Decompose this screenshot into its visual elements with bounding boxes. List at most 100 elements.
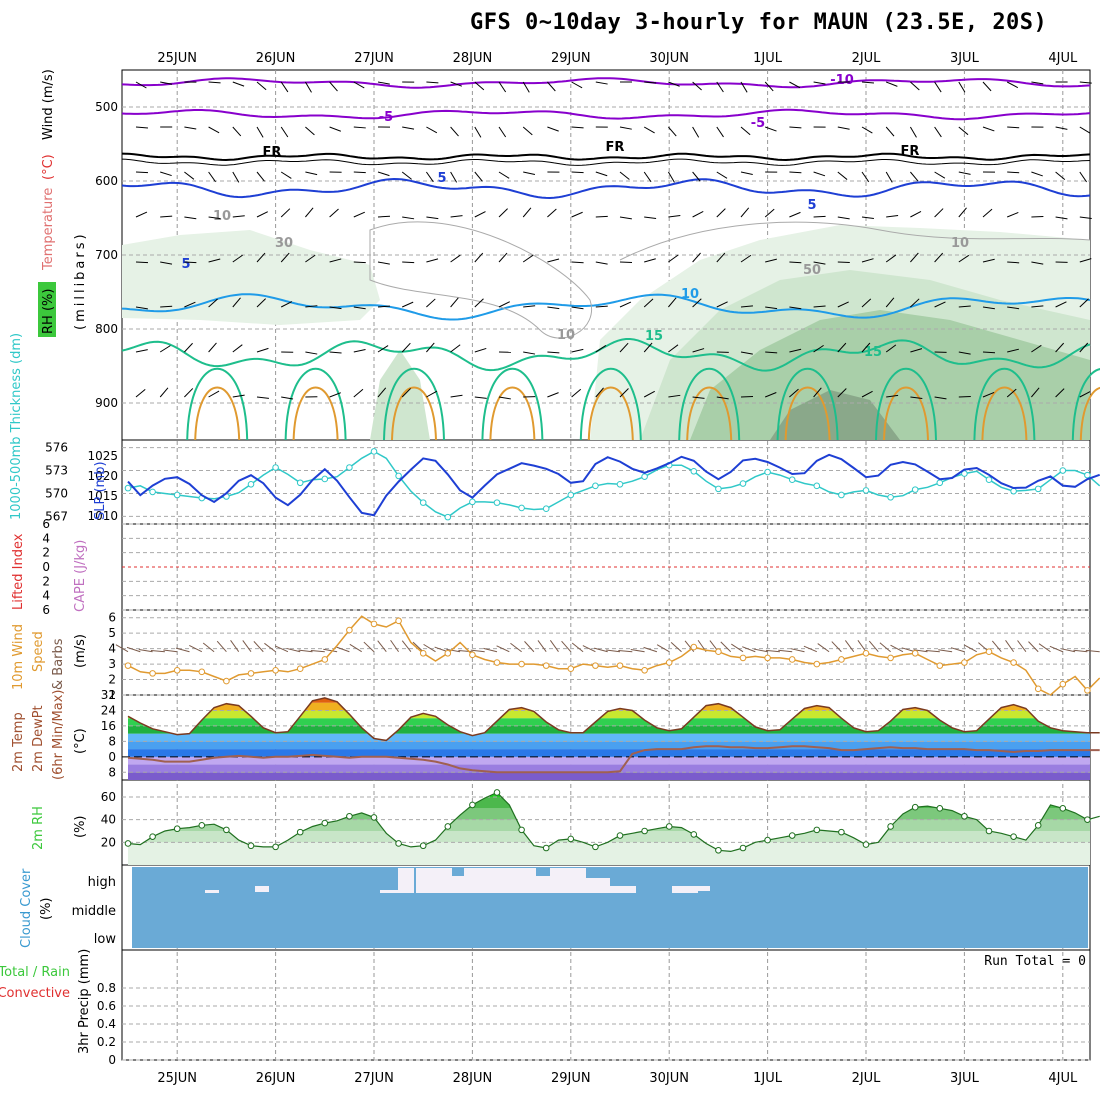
wind-barb [934,301,946,308]
convective-contour [875,367,937,441]
rh-line-point [370,814,378,821]
surface-wind-barb [390,639,400,653]
rh-shade [122,230,380,325]
convective-contour [981,386,1028,441]
thickness-line-point [567,491,575,499]
surface-wind-barb [1061,648,1076,653]
wind-barb [885,344,897,353]
temperature-tick-label: 8 [108,734,116,748]
wind-barb [377,81,390,85]
wind-barb [208,216,221,220]
surface-wind-barb [868,640,879,653]
wind-speed-line-point [985,648,993,656]
wind-speed-line-point [739,654,747,662]
wind-barb [232,171,240,183]
surface-wind-barb [253,641,264,653]
wind-speed-line-point [764,654,771,662]
wind-barb [668,254,679,263]
wind-speed-line-point [346,626,353,634]
wind-barb [1007,126,1020,129]
wind-barb [474,81,485,91]
wind-barb [232,254,243,263]
surface-wind-barb [778,649,793,653]
wind-barb [159,345,171,353]
ylabel-minmax: (6hr Min/Max) [51,690,66,780]
wind-barb [813,81,826,85]
surface-wind-barb [571,642,584,653]
temperature-band [128,702,1090,711]
slp-tick-label: 1015 [87,489,118,503]
wind-barb [353,211,365,218]
pressure-tick-label: 800 [95,322,118,336]
wind-barb [1007,306,1020,310]
thickness-line-point [419,499,427,506]
surface-wind-barb [594,647,608,653]
wind-barb [402,261,415,264]
wind-barb [644,81,657,84]
wind-barb [982,306,995,310]
surface-wind-barb [1028,641,1039,653]
ylabel-wind-units: (m/s) [73,634,88,668]
wind-barb [619,301,632,308]
thickness-line-point [272,464,279,471]
thickness-line-point [887,493,894,501]
wind-barb [135,306,148,310]
wind-barb [547,351,560,354]
wind-barb [789,261,802,264]
wind-barb [909,126,917,138]
wind-barb [571,171,584,174]
slp-tick-label: 1010 [87,509,118,523]
wind-barb [643,342,653,353]
high-cloud-block [586,878,610,893]
contour-label: 15 [864,345,882,360]
surface-wind-barb [561,640,572,653]
wind-barb [305,207,314,218]
wind-barb [498,171,510,179]
ylabel-rh-units: (%) [73,816,88,839]
wind-speed-line-point [395,617,402,625]
wind-barb [982,258,995,263]
wind-barb [256,347,269,353]
rh-line-point [936,805,944,812]
thickness-line-point [739,480,747,487]
wind-barb [425,171,434,183]
thickness-line [127,450,1100,518]
thickness-line-point [592,482,599,490]
rh-line-point [641,827,648,835]
wind-barb [474,252,484,263]
precip-tick-label: 0.4 [97,1017,116,1031]
wind-barb [934,208,944,218]
wind-barb [813,305,826,308]
rh-band [128,808,1090,820]
convective-contour [1079,387,1100,441]
wind-barb [861,258,874,263]
wind-barb [910,396,923,399]
wind-barb [982,351,996,354]
wind-barb [547,126,559,132]
rh-shade [370,350,430,440]
wind-barb [982,391,995,398]
wind-barb [329,392,341,398]
wind-barb [982,126,995,132]
wind-barb [280,126,289,138]
rh-line-point [862,841,870,848]
wind-barb [861,126,873,134]
wind-speed-line [127,615,1100,696]
rh-line-point [911,803,919,811]
wind-barb [692,396,705,399]
precip-tick-label: 0.8 [97,981,116,995]
rh-line-point [321,819,329,827]
wind-barb [184,126,197,130]
high-cloud-block [488,868,536,893]
rh-line-point [1084,816,1091,823]
wind-barb [595,81,608,85]
top-date-label: 29JUN [551,51,591,66]
wind-barb [522,126,533,136]
top-date-label: 1JUL [753,51,783,66]
top-date-label: 30JUN [649,51,689,66]
wind-speed-line-point [788,656,796,663]
precip-tick-label: 0.6 [97,999,116,1013]
rh-line-point [346,812,353,820]
convective-contour [686,386,733,441]
surface-wind-barb [298,649,313,653]
